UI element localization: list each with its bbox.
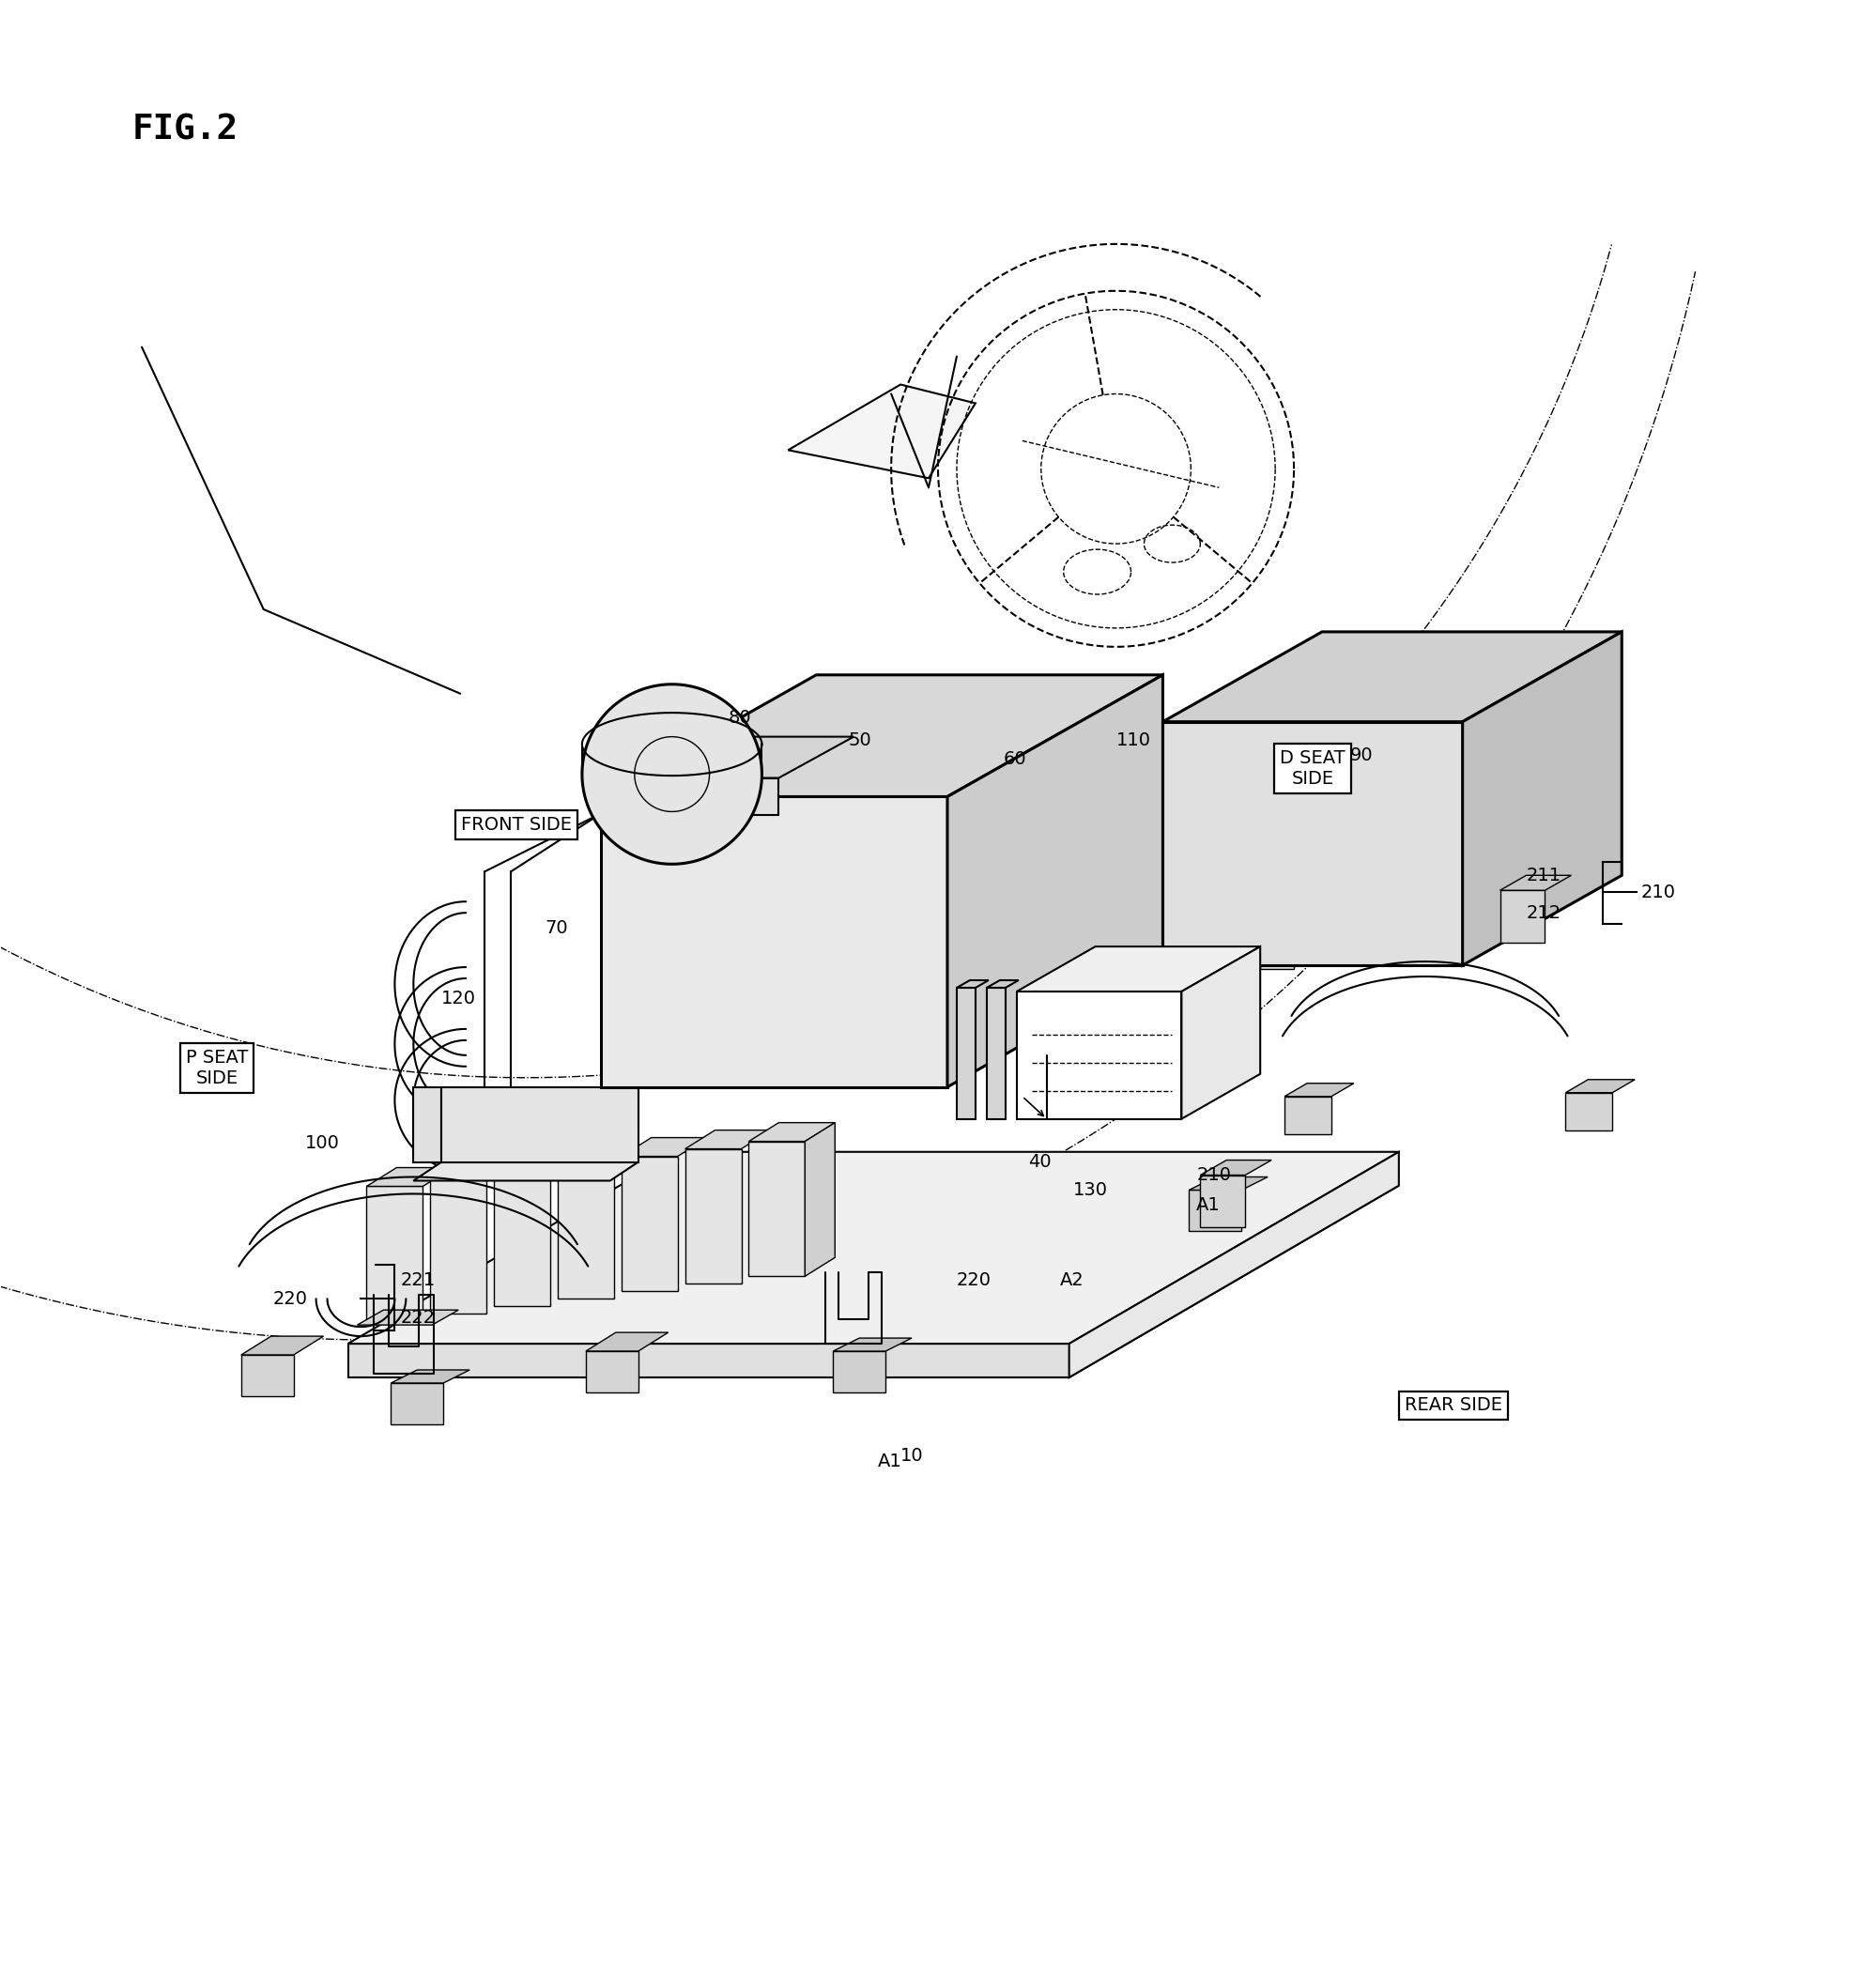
Text: FRONT SIDE: FRONT SIDE [461,817,572,834]
Polygon shape [1189,1191,1242,1232]
Polygon shape [1126,862,1182,876]
Polygon shape [597,736,854,777]
Polygon shape [356,1311,458,1324]
Polygon shape [833,1352,885,1393]
Polygon shape [347,1344,1069,1378]
Polygon shape [242,1336,323,1354]
Text: 210: 210 [1197,1167,1231,1185]
Text: D SEAT
SIDE: D SEAT SIDE [1279,750,1345,787]
Polygon shape [390,1384,443,1425]
Text: 110: 110 [1116,732,1150,750]
Polygon shape [1396,809,1430,935]
Polygon shape [600,675,1163,797]
Polygon shape [1201,1175,1246,1228]
Polygon shape [1189,1177,1268,1191]
Text: 10: 10 [900,1446,923,1464]
Text: A1: A1 [878,1452,902,1470]
Polygon shape [1501,876,1572,890]
Polygon shape [1306,830,1339,958]
Polygon shape [1171,850,1227,864]
Polygon shape [1216,840,1272,852]
Polygon shape [1163,722,1463,964]
Polygon shape [1351,819,1384,947]
Text: 220: 220 [272,1289,308,1307]
Polygon shape [597,777,779,815]
Polygon shape [600,797,947,1086]
Polygon shape [347,1151,1399,1344]
Text: A2: A2 [1060,1271,1084,1289]
Polygon shape [1171,864,1204,992]
Polygon shape [413,1161,638,1181]
Polygon shape [242,1354,293,1395]
Polygon shape [1501,890,1546,943]
Text: 100: 100 [304,1134,340,1151]
Text: 60: 60 [1004,750,1026,768]
Text: 120: 120 [441,990,477,1008]
Text: FIG.2: FIG.2 [133,112,238,148]
Polygon shape [441,1086,638,1161]
Polygon shape [493,1171,550,1307]
Text: 210: 210 [1640,884,1675,901]
Text: 212: 212 [1527,903,1561,921]
Polygon shape [390,1370,469,1384]
Polygon shape [1017,947,1261,992]
Polygon shape [1017,992,1182,1120]
Text: 50: 50 [848,732,870,750]
Polygon shape [1396,795,1452,809]
Polygon shape [585,1332,668,1352]
Text: REAR SIDE: REAR SIDE [1405,1397,1503,1415]
Polygon shape [749,1141,805,1275]
Polygon shape [430,1179,486,1315]
Polygon shape [430,1159,516,1179]
Polygon shape [582,685,762,864]
Polygon shape [833,1338,912,1352]
Polygon shape [1306,817,1362,830]
Polygon shape [1201,1159,1272,1175]
Text: 90: 90 [1351,746,1373,764]
Polygon shape [621,1157,677,1291]
Polygon shape [585,1352,638,1393]
Polygon shape [957,988,976,1120]
Polygon shape [987,988,1006,1120]
Polygon shape [621,1138,707,1157]
Text: 220: 220 [957,1271,992,1289]
Polygon shape [987,980,1019,988]
Polygon shape [957,980,989,988]
Polygon shape [1126,876,1159,1004]
Text: 221: 221 [400,1271,435,1289]
Polygon shape [557,1163,613,1299]
Text: 70: 70 [544,919,568,937]
Polygon shape [805,1122,835,1275]
Polygon shape [366,1167,452,1187]
Text: A1: A1 [1197,1197,1221,1214]
Polygon shape [749,1122,835,1141]
Polygon shape [1069,1151,1399,1378]
Polygon shape [557,1145,643,1163]
Polygon shape [685,1149,741,1283]
Polygon shape [1351,807,1407,819]
Text: 40: 40 [1028,1153,1051,1171]
Polygon shape [1261,829,1317,842]
Polygon shape [347,1185,1399,1378]
Polygon shape [1463,632,1621,964]
Polygon shape [685,1130,771,1149]
Polygon shape [493,1153,580,1171]
Polygon shape [947,675,1163,1086]
Polygon shape [1163,632,1621,722]
Polygon shape [1566,1080,1634,1092]
Polygon shape [366,1187,422,1321]
Text: 211: 211 [1527,866,1561,884]
Text: P SEAT
SIDE: P SEAT SIDE [186,1049,248,1088]
Polygon shape [788,384,976,478]
Polygon shape [413,1086,441,1161]
Polygon shape [1566,1092,1611,1130]
Polygon shape [1182,947,1261,1120]
Polygon shape [1285,1096,1332,1134]
Polygon shape [1285,1082,1354,1096]
Polygon shape [1261,842,1294,968]
Text: 80: 80 [728,708,750,726]
Text: 130: 130 [1073,1181,1107,1199]
Polygon shape [1216,852,1249,980]
Text: 222: 222 [400,1309,435,1326]
